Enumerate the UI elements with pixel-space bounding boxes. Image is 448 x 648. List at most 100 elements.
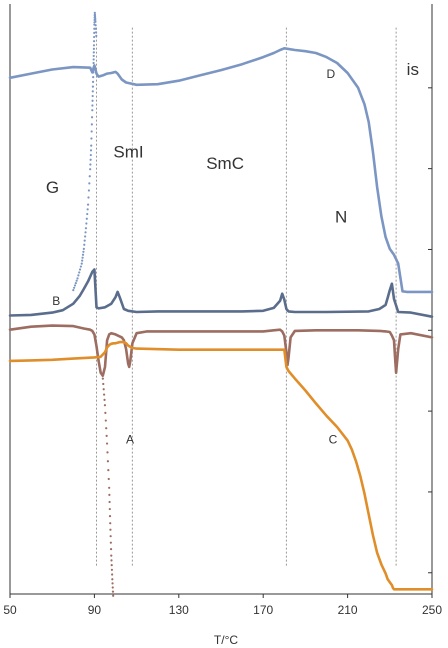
data-point	[94, 18, 97, 22]
data-point	[101, 377, 104, 380]
data-point	[88, 175, 91, 178]
data-point	[92, 61, 95, 65]
data-point	[78, 268, 82, 271]
phase-label: SmC	[206, 154, 244, 173]
data-point	[106, 451, 109, 454]
data-point	[108, 515, 112, 518]
data-point	[80, 262, 83, 265]
data-point	[83, 239, 86, 242]
data-point	[90, 130, 93, 133]
data-point	[81, 253, 85, 256]
data-point	[89, 153, 92, 157]
data-point	[85, 217, 88, 220]
data-point	[92, 40, 96, 43]
data-point	[102, 388, 105, 391]
x-tick-label: 210	[338, 603, 358, 617]
data-point	[103, 398, 106, 401]
data-point	[103, 393, 106, 396]
data-point	[112, 594, 115, 597]
data-point	[89, 158, 92, 161]
data-point	[92, 76, 95, 79]
data-point	[109, 522, 112, 525]
data-point	[93, 11, 96, 14]
data-point	[93, 15, 97, 18]
axes: 50 90 130 170 210 250	[3, 4, 442, 617]
data-point	[92, 51, 95, 54]
series-group	[8, 11, 434, 597]
curve-label: B	[52, 294, 60, 308]
data-point	[89, 149, 93, 152]
data-point	[72, 289, 75, 292]
phase-boundaries	[96, 27, 397, 568]
series-line	[8, 340, 434, 591]
data-point	[78, 271, 81, 274]
data-point	[109, 528, 112, 531]
data-point	[110, 554, 113, 557]
data-point	[95, 34, 98, 37]
phase-label: N	[335, 207, 347, 226]
data-point	[108, 507, 111, 511]
data-point	[94, 27, 97, 30]
data-point	[107, 469, 110, 472]
curve-label: A	[126, 433, 134, 447]
data-point	[108, 500, 111, 504]
data-point	[87, 189, 91, 192]
data-point	[92, 66, 95, 69]
data-point	[92, 54, 95, 58]
data-point	[109, 548, 113, 551]
data-point	[109, 541, 112, 544]
data-point	[84, 231, 87, 234]
data-point	[106, 460, 110, 463]
data-point	[77, 274, 80, 277]
data-point	[90, 137, 93, 140]
data-point	[107, 477, 110, 481]
data-point	[110, 563, 113, 567]
data-point	[86, 212, 89, 216]
data-point	[109, 535, 112, 538]
data-point	[86, 203, 90, 206]
data-point	[92, 44, 96, 47]
curve-label: D	[327, 67, 336, 81]
series-line	[8, 268, 434, 318]
data-point	[111, 573, 114, 576]
data-point	[93, 31, 96, 35]
data-point	[84, 227, 88, 230]
data-point	[110, 568, 114, 571]
data-point	[105, 427, 108, 430]
data-point	[111, 578, 114, 581]
data-point	[76, 277, 79, 280]
data-point	[81, 256, 84, 259]
data-point	[79, 265, 82, 268]
x-tick-label: 50	[3, 603, 17, 617]
labels-group: G SmI SmC Nis D B A C	[46, 60, 419, 447]
data-point	[104, 411, 107, 414]
data-point	[86, 208, 89, 211]
data-point	[75, 279, 78, 282]
data-point	[108, 493, 111, 496]
data-point	[82, 250, 85, 253]
data-point	[73, 284, 77, 287]
data-point	[91, 109, 94, 112]
data-point	[93, 27, 96, 30]
data-point	[83, 243, 86, 246]
data-point	[94, 31, 98, 34]
x-tick-label: 130	[169, 603, 189, 617]
data-point	[94, 17, 97, 20]
data-point	[84, 235, 87, 238]
data-point	[104, 419, 107, 422]
data-point	[90, 123, 93, 126]
data-point	[103, 404, 107, 407]
data-point	[111, 582, 114, 585]
series-line	[8, 47, 434, 294]
data-point	[91, 80, 95, 83]
series-line	[8, 324, 434, 377]
data-point	[91, 104, 94, 107]
dotted-series	[72, 11, 98, 292]
data-point	[94, 20, 97, 23]
x-axis-title: T/°C	[214, 633, 238, 647]
data-point	[90, 144, 93, 147]
data-point	[110, 559, 113, 562]
data-point	[88, 182, 91, 185]
data-point	[85, 222, 88, 225]
